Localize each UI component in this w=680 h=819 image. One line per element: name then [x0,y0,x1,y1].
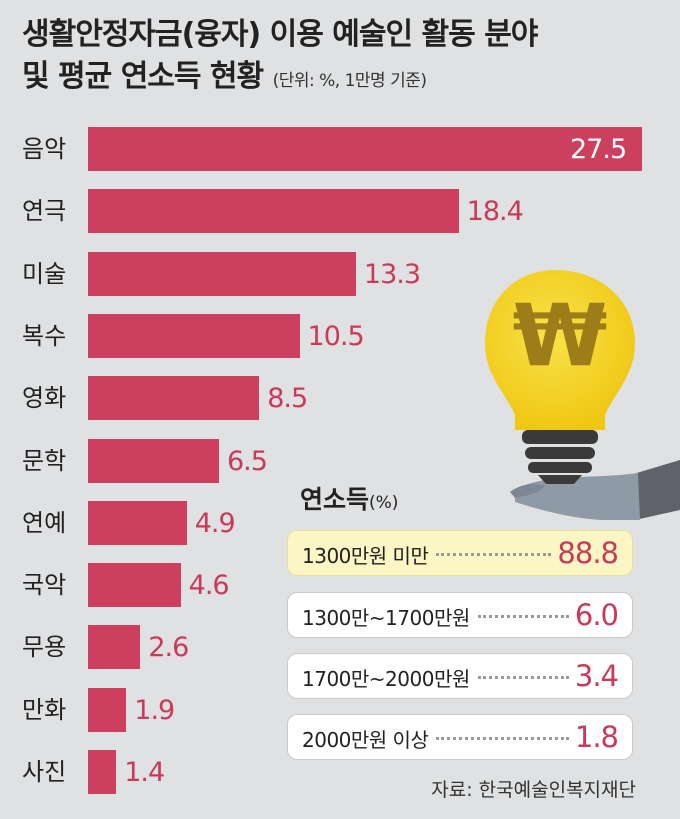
category-label: 음악 [22,135,67,163]
dotted-leader [477,615,569,618]
title-line-1: 생활안정자금(융자) 이용 예술인 활동 분야 [22,17,538,52]
chart-title: 생활안정자금(융자) 이용 예술인 활동 분야 및 평균 연소득 현황 (단위:… [22,14,662,102]
bar [88,376,260,421]
dotted-leader [436,737,569,740]
income-row: 1300만~1700만원 6.0 [287,592,633,638]
bar [88,500,187,545]
category-label: 문학 [22,446,67,475]
income-row: 2000만원 이상 1.8 [287,714,633,760]
income-value: 88.8 [557,536,619,570]
income-unit: (%) [369,493,399,513]
value-label: 18.4 [466,196,524,228]
income-label: 1300만원 미만 [302,544,429,568]
income-row: 1700만~2000만원 3.4 [287,653,633,699]
bar [88,438,219,483]
income-value: 1.8 [574,720,619,754]
dotted-leader [436,553,552,556]
category-label: 무용 [22,633,67,662]
value-label: 4.6 [188,570,230,602]
category-label: 국악 [22,571,67,600]
income-title: 연소득(%) [300,480,398,516]
income-value: 3.4 [574,659,619,693]
category-label: 사진 [22,758,67,786]
won-symbol: ₩ [513,286,608,386]
income-label: 2000만원 이상 [302,728,429,752]
bar [88,313,300,358]
income-value: 6.0 [574,598,619,632]
value-label: 1.9 [134,694,175,726]
category-label: 미술 [22,259,67,288]
category-label: 만화 [22,695,67,724]
bar [88,563,181,608]
bar [88,625,141,670]
value-label: 13.3 [363,258,421,290]
value-label: 27.5 [570,134,627,165]
unit-note: (단위: %, 1만명 기준) [272,71,427,91]
category-label: 영화 [22,384,67,413]
lightbulb-won-icon: ₩ [485,270,680,520]
bar [88,687,127,732]
category-label: 연극 [22,197,67,226]
income-label: 1300만~1700만원 [302,606,470,630]
title-line-2-text: 및 평균 연소득 현황 [22,59,264,94]
value-label: 1.4 [124,757,165,788]
category-label: 복수 [22,321,67,350]
bar [88,750,117,794]
source-note: 자료: 한국예술인복지재단 [431,779,636,801]
dotted-leader [477,676,569,679]
income-row: 1300만원 미만 88.8 [287,530,633,576]
value-label: 4.9 [194,507,236,539]
value-label: 6.5 [226,445,268,477]
value-label: 8.5 [267,383,308,415]
value-label: 2.6 [148,632,189,664]
value-label: 10.5 [307,320,365,352]
bar [88,127,642,171]
bar [88,251,356,296]
bar [88,189,459,234]
category-label: 연예 [22,508,67,537]
income-label: 1700만~2000만원 [302,667,470,691]
income-title-text: 연소득 [300,485,370,514]
title-line-2: 및 평균 연소득 현황 (단위: %, 1만명 기준) [22,56,662,102]
